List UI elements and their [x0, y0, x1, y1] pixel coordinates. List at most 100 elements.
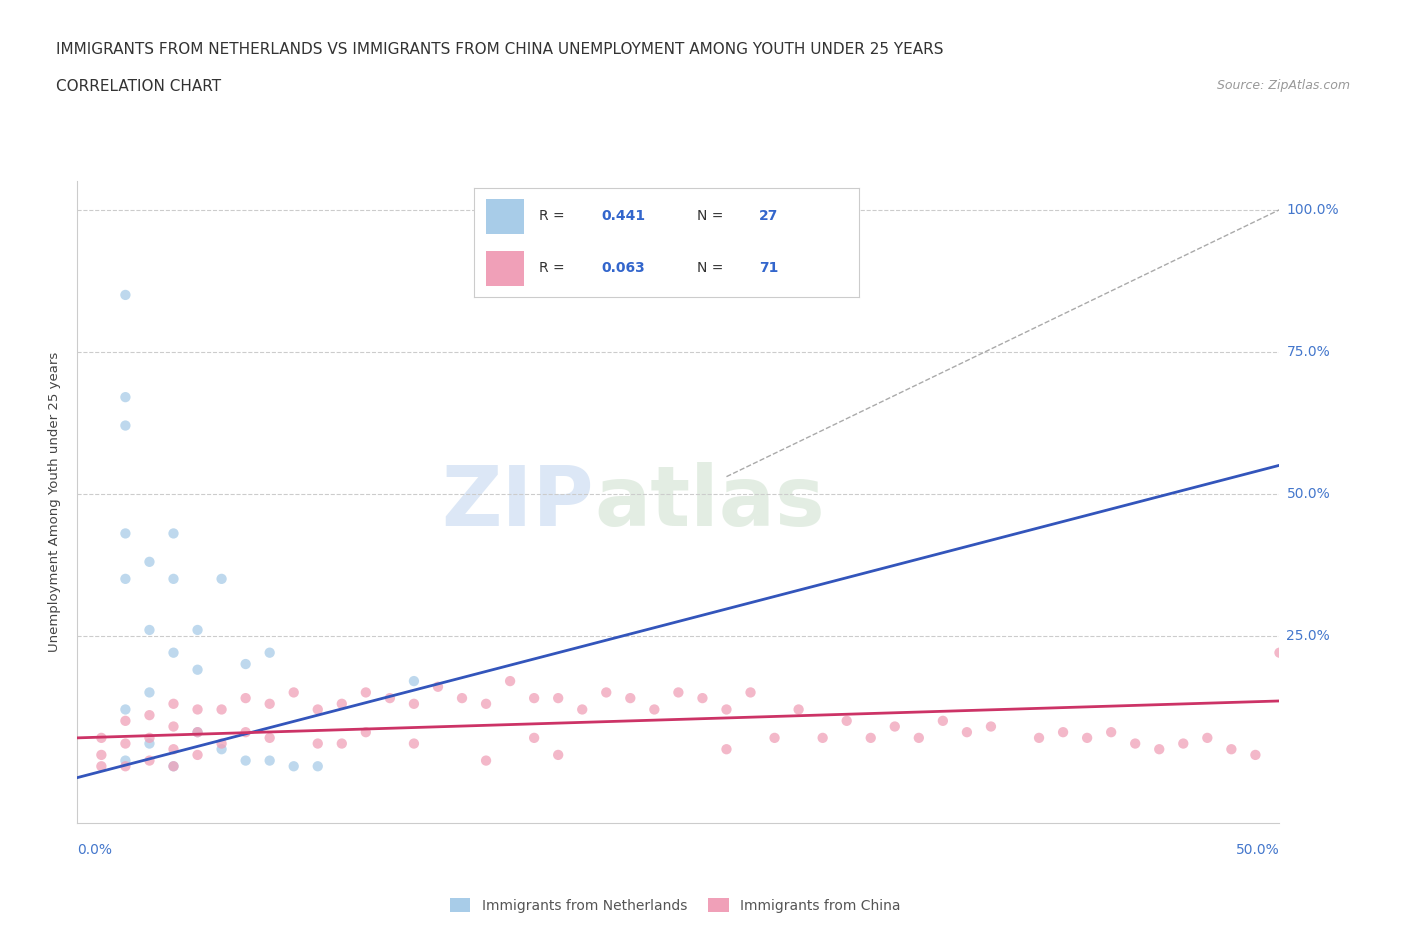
- Point: [1197, 730, 1219, 745]
- Point: [763, 730, 786, 745]
- Point: [1028, 730, 1050, 745]
- Point: [162, 697, 184, 711]
- Point: [114, 702, 136, 717]
- Point: [138, 753, 160, 768]
- Point: [932, 713, 955, 728]
- Text: 100.0%: 100.0%: [1286, 203, 1339, 217]
- Point: [114, 390, 136, 405]
- Point: [1220, 742, 1243, 757]
- Point: [307, 759, 329, 774]
- Point: [859, 730, 882, 745]
- Point: [186, 662, 209, 677]
- Point: [499, 673, 522, 688]
- Point: [956, 724, 979, 739]
- Point: [451, 691, 474, 706]
- Point: [908, 730, 931, 745]
- Point: [475, 697, 498, 711]
- Point: [162, 571, 184, 586]
- Point: [1268, 645, 1291, 660]
- Point: [114, 713, 136, 728]
- Point: [235, 657, 257, 671]
- Point: [138, 622, 160, 637]
- Point: [162, 742, 184, 757]
- Point: [980, 719, 1002, 734]
- Point: [547, 748, 569, 763]
- Point: [595, 685, 617, 700]
- Point: [668, 685, 690, 700]
- Point: [692, 691, 714, 706]
- Point: [114, 418, 136, 433]
- Point: [547, 691, 569, 706]
- Text: 50.0%: 50.0%: [1236, 843, 1279, 857]
- Point: [259, 697, 281, 711]
- Point: [114, 753, 136, 768]
- Point: [186, 622, 209, 637]
- Point: [1099, 724, 1122, 739]
- Point: [1076, 730, 1098, 745]
- Point: [90, 759, 112, 774]
- Point: [787, 702, 810, 717]
- Point: [283, 685, 305, 700]
- Point: [138, 554, 160, 569]
- Text: 0.0%: 0.0%: [77, 843, 112, 857]
- Point: [138, 737, 160, 751]
- Point: [716, 702, 738, 717]
- Point: [114, 737, 136, 751]
- Point: [427, 679, 450, 694]
- Point: [162, 645, 184, 660]
- Point: [354, 724, 377, 739]
- Point: [162, 759, 184, 774]
- Text: atlas: atlas: [595, 461, 825, 543]
- Y-axis label: Unemployment Among Youth under 25 years: Unemployment Among Youth under 25 years: [48, 352, 62, 652]
- Point: [378, 691, 401, 706]
- Point: [138, 685, 160, 700]
- Point: [619, 691, 641, 706]
- Text: Source: ZipAtlas.com: Source: ZipAtlas.com: [1216, 79, 1350, 92]
- Point: [259, 753, 281, 768]
- Point: [138, 708, 160, 723]
- Point: [523, 730, 546, 745]
- Point: [883, 719, 905, 734]
- Legend: Immigrants from Netherlands, Immigrants from China: Immigrants from Netherlands, Immigrants …: [444, 893, 905, 919]
- Point: [114, 759, 136, 774]
- Point: [354, 685, 377, 700]
- Point: [307, 737, 329, 751]
- Text: CORRELATION CHART: CORRELATION CHART: [56, 79, 221, 94]
- Text: IMMIGRANTS FROM NETHERLANDS VS IMMIGRANTS FROM CHINA UNEMPLOYMENT AMONG YOUTH UN: IMMIGRANTS FROM NETHERLANDS VS IMMIGRANT…: [56, 42, 943, 57]
- Text: ZIP: ZIP: [441, 461, 595, 543]
- Point: [811, 730, 834, 745]
- Point: [402, 673, 425, 688]
- Point: [235, 753, 257, 768]
- Point: [114, 526, 136, 541]
- Point: [1149, 742, 1171, 757]
- Point: [114, 571, 136, 586]
- Text: 75.0%: 75.0%: [1286, 345, 1330, 359]
- Point: [162, 719, 184, 734]
- Point: [138, 730, 160, 745]
- Point: [259, 730, 281, 745]
- Point: [211, 742, 233, 757]
- Point: [186, 724, 209, 739]
- Point: [740, 685, 762, 700]
- Point: [1244, 748, 1267, 763]
- Point: [162, 759, 184, 774]
- Point: [330, 697, 353, 711]
- Point: [235, 724, 257, 739]
- Point: [211, 702, 233, 717]
- Point: [475, 753, 498, 768]
- Point: [1123, 737, 1146, 751]
- Point: [283, 759, 305, 774]
- Point: [330, 737, 353, 751]
- Point: [402, 697, 425, 711]
- Point: [211, 571, 233, 586]
- Point: [835, 713, 858, 728]
- Point: [307, 702, 329, 717]
- Point: [643, 702, 665, 717]
- Point: [186, 724, 209, 739]
- Point: [90, 730, 112, 745]
- Point: [90, 748, 112, 763]
- Point: [1173, 737, 1195, 751]
- Point: [235, 691, 257, 706]
- Point: [571, 702, 593, 717]
- Point: [716, 742, 738, 757]
